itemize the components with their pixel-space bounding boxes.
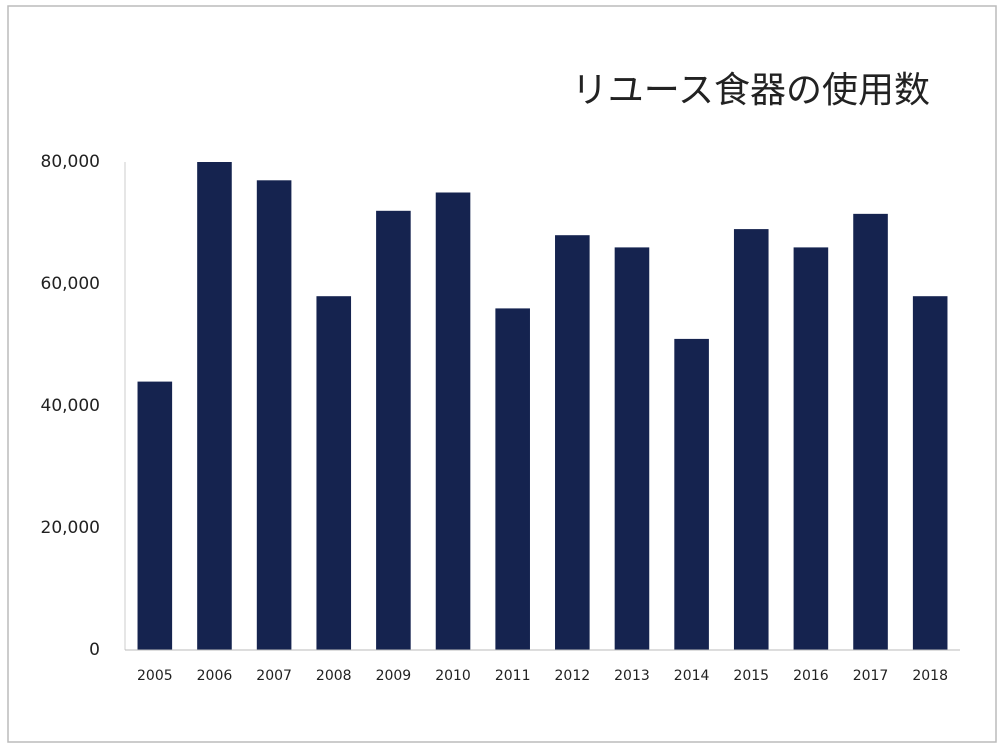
y-tick-label: 60,000 xyxy=(41,274,100,294)
bar xyxy=(614,247,650,650)
bar xyxy=(316,296,352,650)
bar xyxy=(733,229,769,650)
bar xyxy=(555,235,590,650)
y-tick-label: 80,000 xyxy=(41,152,100,172)
y-tick-label: 20,000 xyxy=(41,518,100,538)
bar xyxy=(495,308,530,650)
bar xyxy=(137,381,173,650)
y-tick-label: 0 xyxy=(89,640,100,660)
y-tick-label: 40,000 xyxy=(41,396,100,416)
chart-title: リユース食器の使用数 xyxy=(572,70,930,111)
x-tick-label: 2015 xyxy=(733,668,769,684)
x-tick-label: 2009 xyxy=(376,668,412,684)
bar xyxy=(674,338,709,650)
x-tick-label: 2012 xyxy=(555,668,591,684)
bar xyxy=(853,213,888,650)
x-tick-label: 2007 xyxy=(256,668,292,684)
bar xyxy=(197,162,232,650)
x-tick-label: 2016 xyxy=(793,668,829,684)
x-tick-label: 2005 xyxy=(137,668,173,684)
bar xyxy=(376,210,411,651)
bar xyxy=(793,247,829,650)
x-tick-label: 2013 xyxy=(614,668,650,684)
x-tick-label: 2006 xyxy=(197,668,233,684)
x-tick-label: 2008 xyxy=(316,668,352,684)
x-tick-label: 2018 xyxy=(912,668,948,684)
bar xyxy=(912,296,948,650)
bar xyxy=(256,180,292,651)
x-tick-label: 2017 xyxy=(853,668,889,684)
x-tick-label: 2014 xyxy=(674,668,710,684)
x-tick-label: 2011 xyxy=(495,668,531,684)
x-tick-label: 2010 xyxy=(435,668,471,684)
bar xyxy=(435,192,471,650)
